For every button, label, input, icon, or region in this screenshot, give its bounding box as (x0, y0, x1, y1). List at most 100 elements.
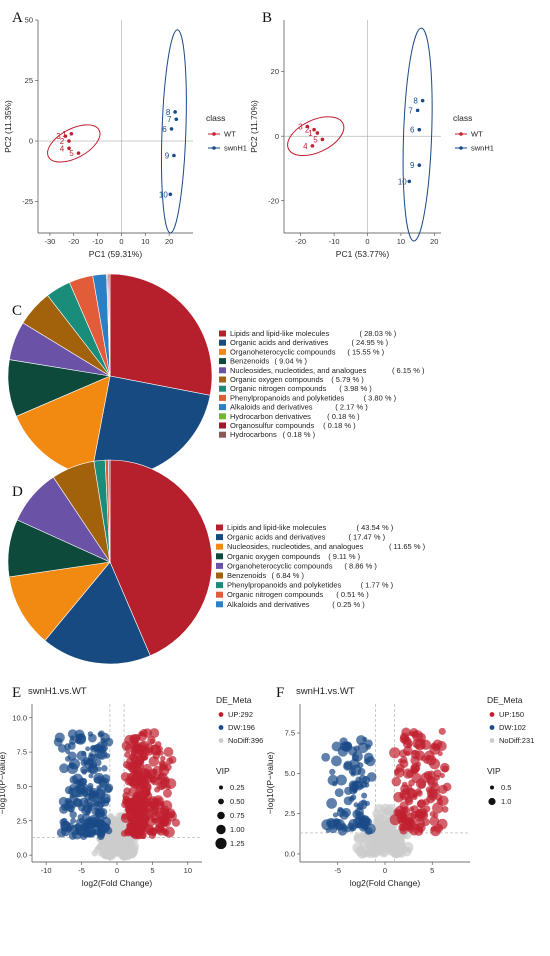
vip-legend-dot (490, 785, 494, 790)
metabolite-point-dw (92, 816, 101, 825)
metabolite-point-up (438, 727, 446, 735)
vip-legend-label: 0.5 (501, 783, 511, 792)
metabolite-point-up (436, 818, 448, 830)
metabolite-point-up (415, 788, 422, 795)
x-tick-label: -10 (92, 237, 103, 246)
metabolite-point-nodiff (369, 848, 378, 857)
legend-swatch (219, 376, 226, 383)
metabolite-point-dw (96, 741, 106, 750)
metabolite-point-dw (100, 732, 110, 743)
legend-label: swnH1 (471, 144, 494, 153)
metabolite-point-up (160, 817, 169, 827)
x-tick-label: 0 (383, 866, 387, 875)
y-tick-label: 2.5 (285, 809, 295, 818)
metabolite-point-up (432, 802, 444, 814)
metabolite-point-up (154, 824, 164, 835)
legend-swatch (216, 524, 223, 531)
metabolite-point-up (440, 762, 450, 773)
metabolite-point-nodiff (99, 846, 108, 855)
legend-label: Hydrocarbons (230, 430, 277, 439)
plot-title: swnH1.vs.WT (296, 686, 355, 697)
metabolite-point-dw (350, 824, 357, 832)
sample-label: 6 (410, 126, 415, 135)
sample-label: 3 (56, 132, 61, 141)
metabolite-point-up (436, 798, 444, 805)
metabolite-point-dw (96, 799, 106, 808)
y-axis-label: PC2 (11.70%) (249, 100, 259, 153)
metabolite-point-dw (59, 763, 69, 774)
legend-percent: ( 0.18 % ) (283, 430, 316, 439)
legend-swatch (219, 358, 226, 365)
legend-label: Organic nitrogen compounds (227, 590, 324, 599)
legend-label: Organoheterocyclic compounds (227, 561, 333, 570)
x-axis-label: PC1 (59.31%) (89, 249, 143, 259)
legend-label: NoDiff:396 (228, 736, 263, 745)
sample-label: 4 (303, 142, 308, 151)
sample-point (315, 131, 320, 135)
metabolite-point-dw (97, 828, 106, 838)
sample-point (76, 151, 81, 155)
metabolite-point-dw (66, 762, 79, 775)
legend-label: UP:150 (499, 710, 524, 719)
metabolite-point-dw (343, 796, 353, 806)
vip-legend-label: 1.00 (230, 825, 245, 834)
metabolite-point-dw (68, 832, 77, 840)
legend-swatch (219, 413, 226, 420)
y-tick-label: 0.0 (17, 851, 27, 860)
metabolite-point-dw (82, 790, 89, 797)
sample-point (312, 127, 316, 132)
metabolite-point-dw (354, 781, 364, 791)
sample-label: 7 (408, 106, 413, 115)
legend-swatch (219, 330, 226, 337)
legend-percent: ( 6.84 % ) (272, 571, 305, 580)
sample-point (310, 144, 315, 148)
metabolite-point-nodiff (395, 850, 403, 858)
pie-slice (108, 273, 111, 377)
metabolite-point-dw (360, 815, 370, 825)
vip-legend-dot (217, 811, 225, 820)
metabolite-point-up (149, 728, 160, 738)
legend-percent: ( 0.51 % ) (336, 590, 369, 599)
metabolite-point-dw (69, 775, 78, 785)
legend-swatch-dot (212, 146, 216, 150)
metabolite-point-nodiff (120, 835, 128, 843)
metabolite-point-dw (332, 812, 339, 818)
metabolite-point-nodiff (382, 834, 393, 845)
metabolite-point-nodiff (95, 845, 101, 851)
panel-label-c: C (12, 303, 22, 319)
legend-label: Benzenoids (230, 357, 269, 366)
vip-legend-dot (219, 785, 223, 790)
metabolite-point-up (148, 831, 157, 839)
metabolite-point-dw (76, 733, 83, 740)
metabolite-point-up (130, 796, 139, 806)
legend-swatch (216, 591, 223, 598)
legend-percent: ( 17.47 % ) (348, 533, 385, 542)
vip-legend-label: 1.25 (230, 839, 245, 848)
metabolite-point-dw (327, 819, 338, 830)
pie-chart-d: Lipids and lipid-like molecules ( 43.54 %… (7, 459, 426, 665)
sample-label: 7 (167, 115, 172, 124)
confidence-ellipse-0 (287, 116, 345, 157)
legend-title: DE_Meta (216, 695, 252, 705)
vip-legend-title: VIP (216, 766, 230, 776)
legend-percent: ( 8.86 % ) (344, 561, 377, 570)
legend-swatch (219, 422, 226, 429)
legend-label: NoDiff:231 (499, 736, 534, 745)
metabolite-point-dw (341, 741, 353, 752)
vip-legend-label: 1.0 (501, 797, 511, 806)
metabolite-point-nodiff (111, 834, 121, 843)
sample-label: 5 (69, 149, 74, 158)
x-axis-label: PC1 (53.77%) (336, 249, 390, 259)
metabolite-point-dw (327, 774, 339, 786)
panel-label-a: A (12, 10, 23, 26)
confidence-ellipse-1 (160, 29, 187, 234)
sample-label: 9 (165, 152, 170, 161)
metabolite-point-dw (87, 731, 94, 737)
panel-label-e: E (12, 685, 21, 701)
metabolite-point-up (128, 828, 136, 836)
metabolite-point-up (416, 799, 425, 809)
legend-label: Phenylpropanoids and polyketides (227, 581, 341, 590)
legend-swatch (216, 572, 223, 579)
metabolite-point-nodiff (354, 845, 366, 857)
